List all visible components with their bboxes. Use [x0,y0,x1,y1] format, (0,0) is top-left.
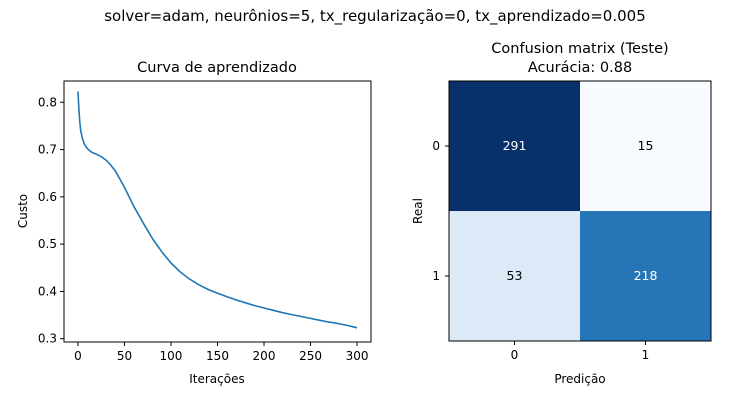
y-tick-label: 1 [432,269,440,283]
y-tick-label: 0.4 [38,284,57,298]
cost-series-line [77,91,358,329]
learning-curve-title: Curva de aprendizado [137,60,297,76]
confusion-matrix-title: Confusion matrix (Teste) [491,41,668,57]
matrix-cell [449,211,580,341]
matrix-cell [449,81,580,211]
x-tick-label: 150 [206,349,229,363]
confusion-matrix-xlabel: Predição [554,372,605,386]
matrix-cell-value: 15 [638,138,654,153]
y-tick-label: 0.7 [38,143,57,157]
x-tick-label: 50 [117,349,132,363]
learning-curve-frame [63,80,372,343]
x-tick-label: 1 [642,348,650,362]
matrix-cell [580,211,711,341]
y-tick-label: 0 [432,139,440,153]
x-tick-label: 200 [253,349,276,363]
confusion-matrix-frame [448,80,712,342]
learning-curve-xlabel: Iterações [189,372,245,386]
x-tick-label: 0 [511,348,519,362]
learning-curve-chart: Curva de aprendizado 0 50 100 150 200 250 300 0… [16,60,372,386]
figure-suptitle: solver=adam, neurônios=5, tx_regularizaç… [104,7,646,26]
matrix-cell [580,81,711,211]
y-tick-label: 0.8 [38,95,57,109]
x-tick-label: 300 [346,349,369,363]
confusion-matrix-subtitle: Acurácia: 0.88 [528,60,632,76]
y-tick-label: 0.5 [38,237,57,251]
y-tick-label: 0.3 [38,332,57,346]
matrix-cell-value: 53 [507,268,523,283]
confusion-matrix-ylabel: Real [411,198,425,224]
y-tick-label: 0.6 [38,190,57,204]
matrix-cell-value: 218 [634,268,658,283]
confusion-matrix-chart: Confusion matrix (Teste) Acurácia: 0.88 … [411,41,712,386]
x-tick-label: 250 [299,349,322,363]
x-tick-label: 0 [74,349,82,363]
learning-curve-ylabel: Custo [16,194,30,228]
x-tick-label: 100 [160,349,183,363]
matrix-cell-value: 291 [503,138,527,153]
